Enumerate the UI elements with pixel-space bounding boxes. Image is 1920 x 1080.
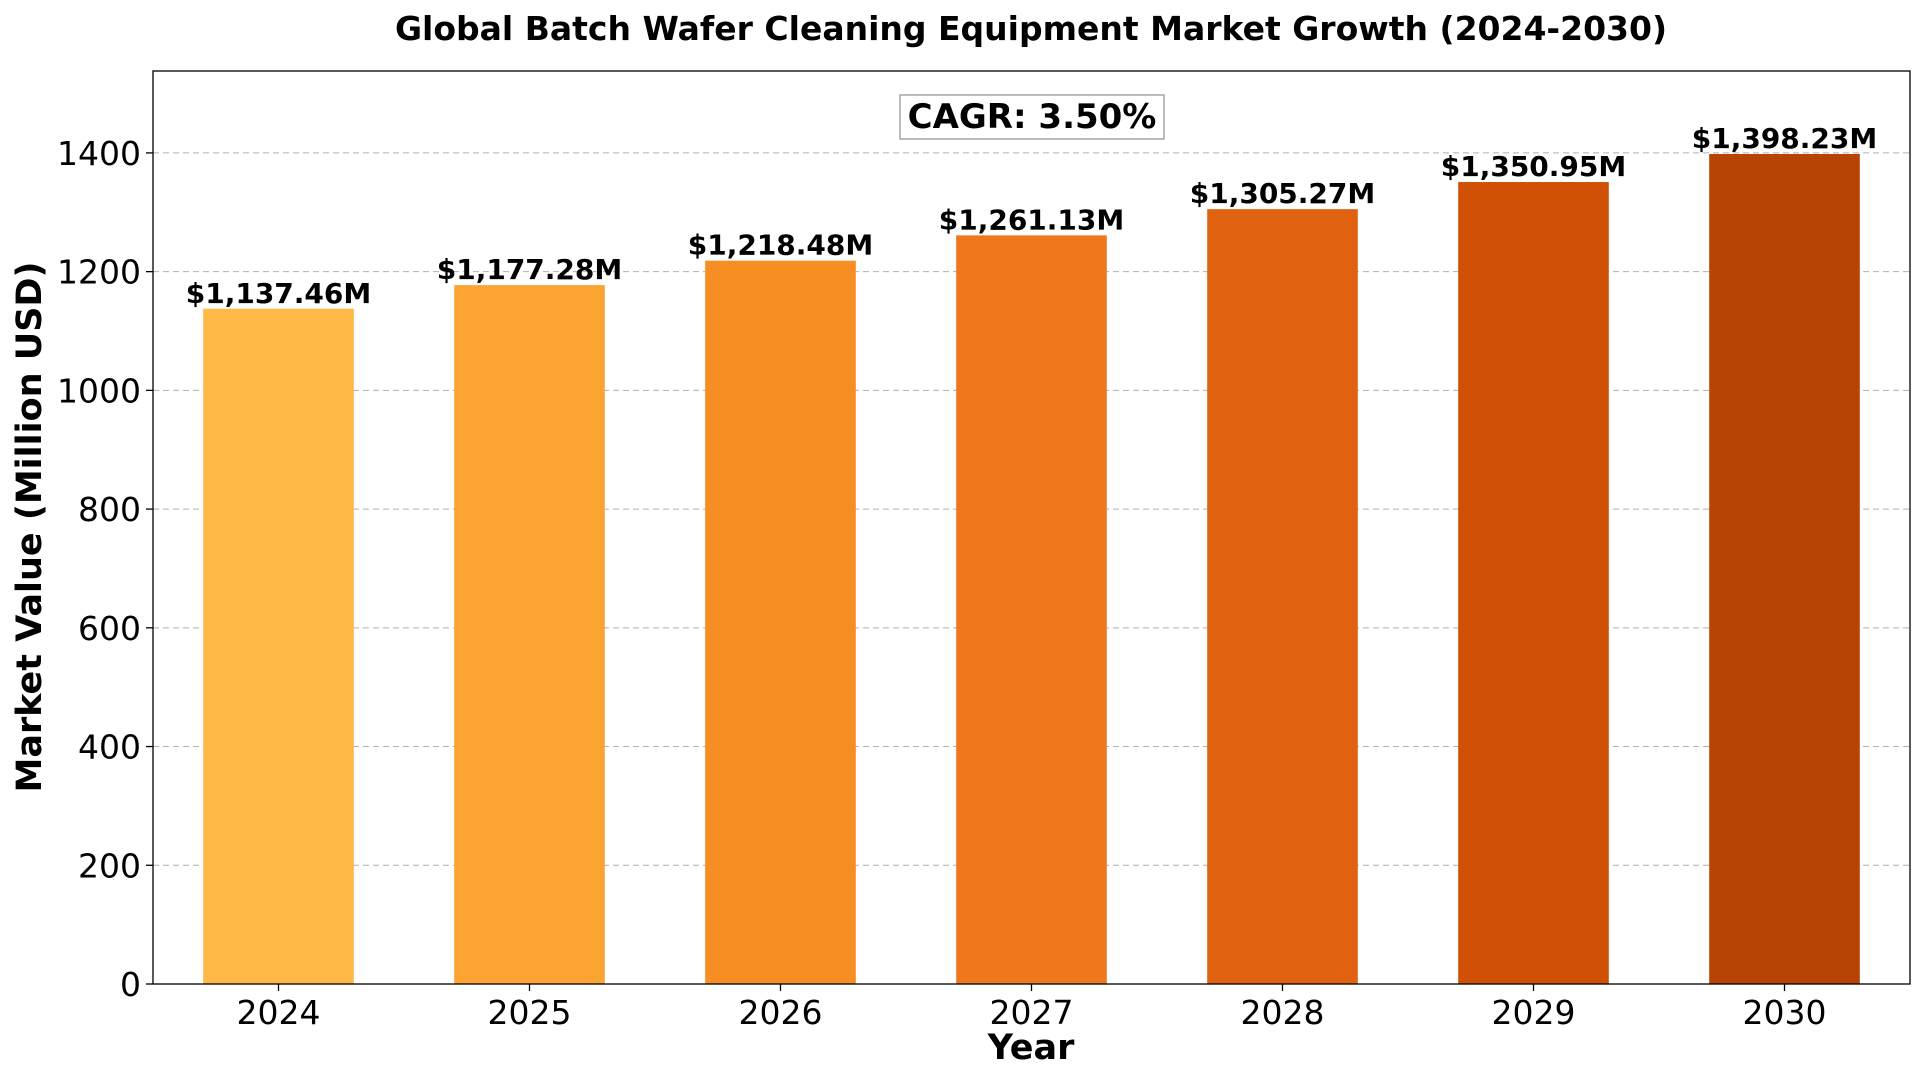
- data-label: $1,398.23M: [1692, 122, 1878, 155]
- x-tick-label: 2030: [1743, 993, 1827, 1032]
- y-tick-label: 0: [120, 965, 141, 1004]
- chart-title: Global Batch Wafer Cleaning Equipment Ma…: [395, 9, 1667, 48]
- y-tick-label: 200: [78, 846, 141, 885]
- data-label: $1,261.13M: [939, 203, 1125, 236]
- x-axis-label: Year: [987, 1028, 1075, 1068]
- y-tick-label: 600: [78, 609, 141, 648]
- x-tick-label: 2027: [990, 993, 1074, 1032]
- bars: [203, 153, 1860, 985]
- bar-2024: [203, 308, 354, 984]
- y-axis-label: Market Value (Million USD): [10, 262, 50, 793]
- data-label: $1,177.28M: [437, 253, 623, 286]
- bar-2030: [1709, 153, 1860, 984]
- gridlines: [153, 152, 1910, 866]
- bar-2027: [956, 235, 1107, 985]
- bar-2025: [454, 285, 605, 984]
- data-label: $1,350.95M: [1441, 150, 1627, 183]
- y-tick-label: 1400: [57, 134, 141, 173]
- y-tick-label: 1200: [57, 253, 141, 292]
- cagr-annotation: CAGR: 3.50%: [899, 94, 1165, 140]
- data-label: $1,137.46M: [186, 277, 372, 310]
- y-tick-label: 800: [78, 490, 141, 529]
- x-tick-label: 2025: [488, 993, 572, 1032]
- bar-2028: [1207, 209, 1358, 985]
- y-axis-ticks: 0 200 400 600 800 1000 1200 1400: [57, 134, 153, 1004]
- bar-2026: [705, 260, 856, 985]
- cagr-label: CAGR: 3.50%: [908, 97, 1157, 137]
- data-labels: $1,137.46M $1,177.28M $1,218.48M $1,261.13M…: [186, 122, 1878, 310]
- x-tick-label: 2029: [1492, 993, 1576, 1032]
- y-tick-label: 400: [78, 728, 141, 767]
- x-axis-ticks: 2024 2025 2026 2027 2028 2029 2030: [237, 984, 1827, 1032]
- x-tick-label: 2024: [237, 993, 321, 1032]
- bar-2029: [1458, 182, 1609, 984]
- y-tick-label: 1000: [57, 371, 141, 410]
- x-tick-label: 2026: [739, 993, 823, 1032]
- cagr-box: [899, 94, 1165, 140]
- x-tick-label: 2028: [1241, 993, 1325, 1032]
- data-label: $1,305.27M: [1190, 177, 1376, 210]
- data-label: $1,218.48M: [688, 229, 874, 262]
